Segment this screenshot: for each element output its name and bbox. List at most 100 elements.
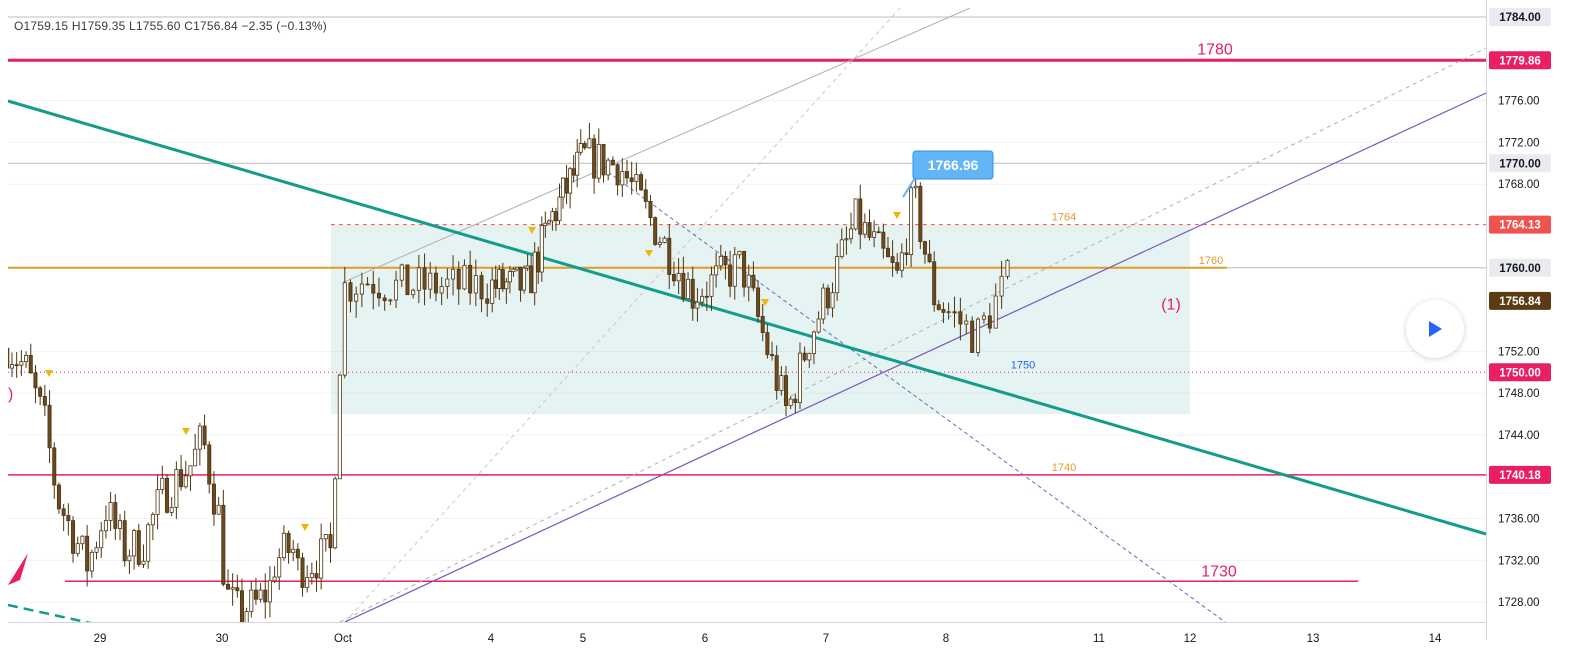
candle-body — [150, 514, 155, 526]
candle-body — [405, 264, 410, 296]
candle-body — [428, 272, 433, 290]
candle — [546, 219, 551, 224]
candle — [323, 534, 328, 552]
candle-body — [479, 275, 484, 300]
candle-body — [620, 171, 625, 186]
candle-body — [103, 520, 108, 532]
candle — [333, 476, 338, 550]
candle-body — [927, 253, 932, 263]
candle-body — [75, 543, 80, 554]
candle — [85, 525, 90, 587]
candle — [439, 277, 444, 306]
candle — [468, 250, 473, 305]
candle-body — [671, 274, 676, 282]
candle — [765, 324, 770, 359]
candle-body — [862, 222, 867, 235]
candle — [751, 261, 756, 292]
candle-body — [146, 524, 151, 562]
candle-body — [946, 311, 951, 314]
candle — [507, 265, 512, 294]
candle-body — [267, 580, 272, 603]
candle — [784, 366, 789, 417]
candle-body — [433, 272, 438, 294]
candle — [667, 224, 672, 289]
candle-body — [629, 177, 634, 183]
price-tag-label: 1770.00 — [1499, 158, 1541, 170]
level-label-1780: 1780 — [1197, 41, 1233, 58]
candle — [155, 474, 160, 530]
price-scale[interactable]: 1784.00 1776.00 1772.00 1768.00 1752.00 1748.… — [1489, 8, 1551, 609]
candle-body — [47, 404, 52, 449]
candle-body — [858, 198, 863, 235]
candle — [38, 385, 43, 405]
candle — [728, 250, 733, 298]
time-tick-label: Oct — [334, 633, 353, 645]
candle-body — [244, 611, 249, 622]
channel-lower-line — [344, 92, 1486, 622]
candle-body — [760, 315, 765, 333]
candle — [610, 156, 615, 166]
candle — [858, 184, 863, 250]
candle-body — [964, 320, 969, 325]
candle-body — [525, 265, 530, 269]
replay-play-button[interactable] — [1406, 300, 1464, 358]
candle-body — [235, 587, 240, 592]
candle-body — [648, 200, 653, 219]
candle — [922, 240, 927, 264]
signal-marker — [645, 250, 653, 257]
candle-body — [249, 589, 254, 613]
candle-body — [328, 534, 333, 549]
candle — [359, 272, 364, 308]
candle — [913, 176, 918, 199]
candle — [281, 525, 286, 561]
candle-body — [732, 254, 737, 287]
candle-body — [737, 250, 742, 256]
candle-body — [987, 315, 992, 329]
candle-body — [99, 530, 104, 549]
candle — [976, 317, 981, 357]
candle — [936, 299, 941, 311]
time-tick-label: 12 — [1184, 633, 1197, 645]
candle — [825, 284, 830, 316]
candle — [146, 522, 151, 569]
candle — [94, 541, 99, 560]
price-tag-bg — [1489, 154, 1551, 173]
candle-body — [913, 185, 918, 189]
candle-body — [295, 548, 300, 559]
price-tag-1770.00: 1770.00 — [1489, 154, 1551, 173]
candle-body — [382, 297, 387, 302]
callout-box — [912, 150, 994, 180]
candle — [388, 298, 393, 306]
channel-upper-line — [342, 8, 971, 283]
candle-body — [624, 171, 629, 179]
candle — [539, 216, 544, 282]
candle-body — [337, 374, 342, 480]
candle — [286, 530, 291, 564]
candle-body — [704, 295, 709, 298]
price-tick-label: 1732.00 — [1498, 555, 1540, 567]
candle — [365, 277, 370, 286]
candle — [485, 283, 490, 317]
candle-body — [1005, 260, 1010, 277]
candle — [66, 503, 71, 536]
candle-body — [485, 298, 490, 304]
candle-body — [615, 164, 620, 186]
price-callout[interactable]: 1766.96 — [902, 150, 994, 198]
candle — [211, 471, 216, 526]
candle-body — [825, 287, 830, 309]
candle-body — [500, 269, 505, 290]
candle — [774, 345, 779, 400]
candle-body — [348, 282, 353, 302]
time-tick-label: 6 — [702, 633, 708, 645]
plot-area[interactable]: (1) 1780 1764 1760 1750 1740 1730 1766.96) — [6, 8, 1486, 641]
candle — [732, 246, 737, 300]
candle-body — [451, 268, 456, 280]
candle-body — [445, 278, 450, 287]
candle — [999, 261, 1004, 309]
time-scale[interactable]: 29 30 Oct 4 5 6 7 8 11 12 13 14 — [94, 633, 1442, 645]
candle-body — [202, 425, 207, 446]
candle — [473, 259, 478, 307]
downtrend-line — [8, 99, 1486, 536]
candle-body — [690, 278, 695, 309]
